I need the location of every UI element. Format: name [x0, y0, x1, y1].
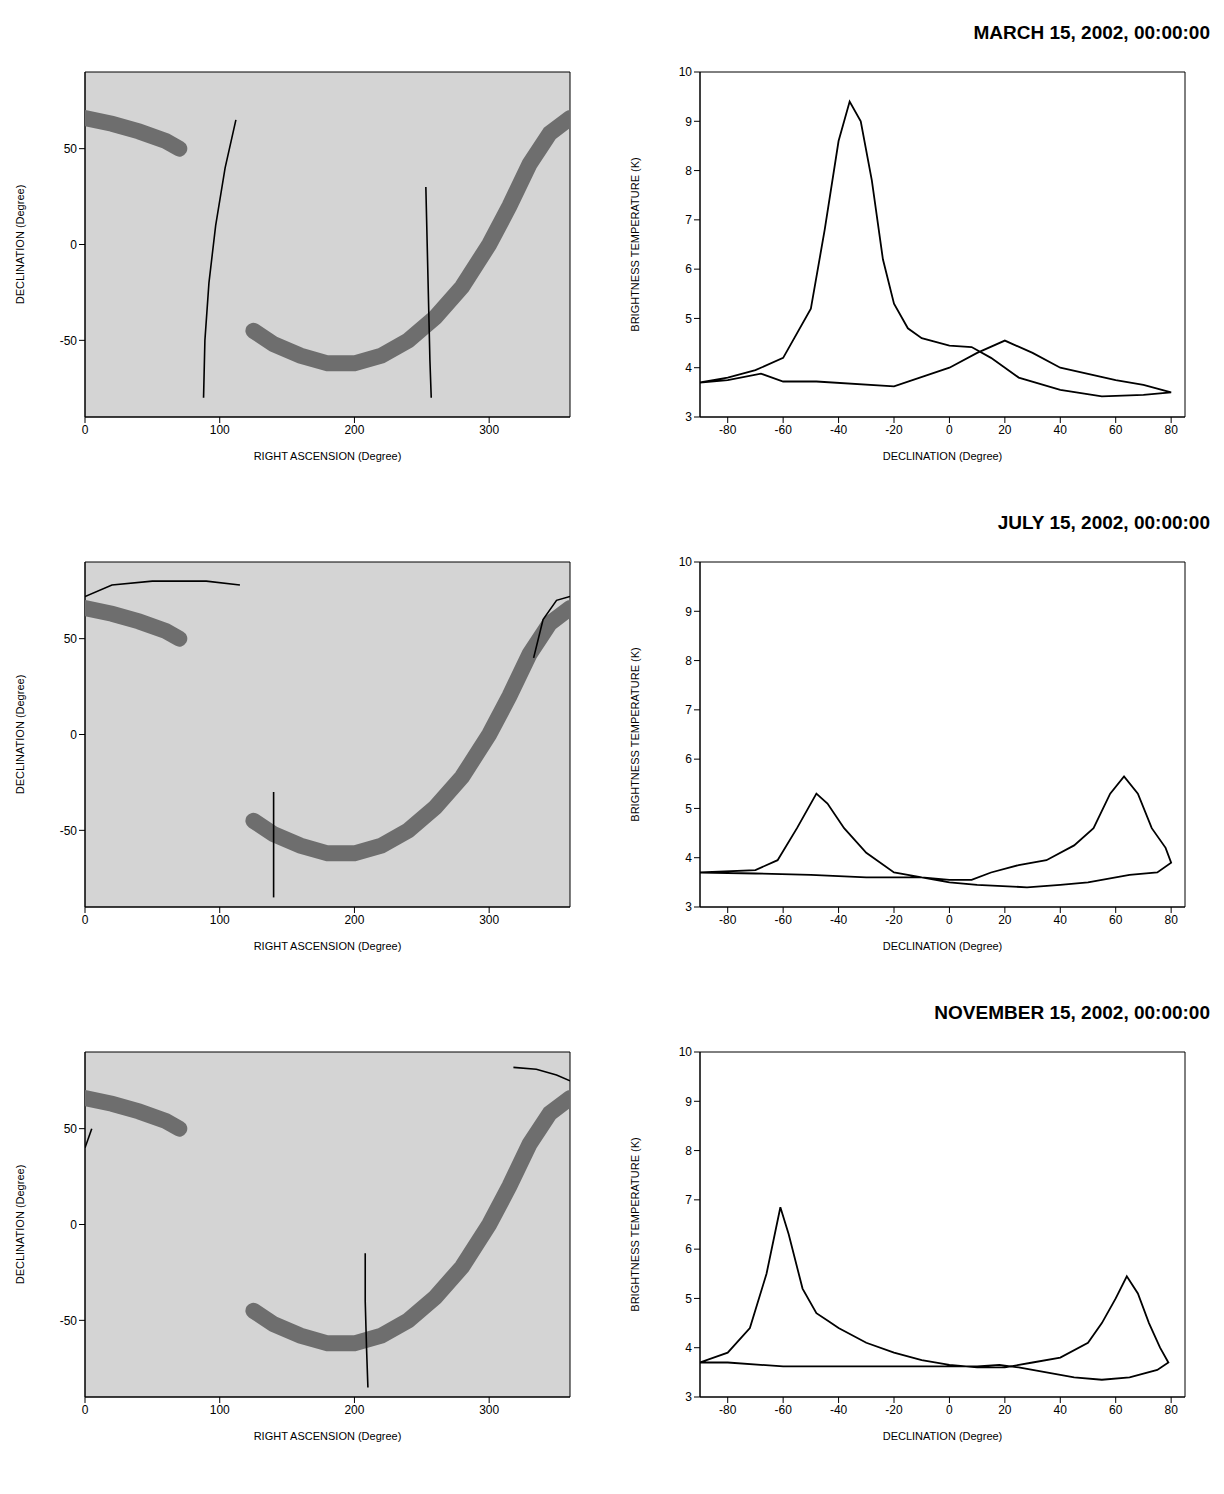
html-text:NOVEMBER 15, 2002, 00:00:00: NOVEMBER 15, 2002, 00:00:00	[934, 1002, 1210, 1023]
html-text:JULY 15, 2002, 00:00:00: JULY 15, 2002, 00:00:00	[997, 512, 1210, 533]
svg-text:-50: -50	[60, 824, 78, 838]
svg-text:6: 6	[685, 1242, 692, 1256]
svg-text:-20: -20	[885, 1403, 903, 1417]
svg-text:9: 9	[685, 605, 692, 619]
svg-text:7: 7	[685, 703, 692, 717]
svg-text:-20: -20	[885, 913, 903, 927]
svg-text:RIGHT ASCENSION (Degree): RIGHT ASCENSION (Degree)	[254, 1430, 402, 1442]
svg-text:7: 7	[685, 1193, 692, 1207]
svg-text:0: 0	[82, 1403, 89, 1417]
svg-text:300: 300	[479, 913, 499, 927]
svg-text:8: 8	[685, 654, 692, 668]
svg-text:DECLINATION (Degree): DECLINATION (Degree)	[883, 1430, 1003, 1442]
svg-text:200: 200	[344, 1403, 364, 1417]
svg-text:6: 6	[685, 262, 692, 276]
svg-text:0: 0	[946, 913, 953, 927]
svg-text:0: 0	[70, 728, 77, 742]
svg-text:0: 0	[70, 1218, 77, 1232]
svg-text:8: 8	[685, 164, 692, 178]
svg-text:20: 20	[998, 423, 1012, 437]
svg-text:DECLINATION (Degree): DECLINATION (Degree)	[14, 675, 26, 795]
svg-text:9: 9	[685, 1095, 692, 1109]
svg-text:100: 100	[210, 913, 230, 927]
svg-text:BRIGHTNESS TEMPERATURE (K): BRIGHTNESS TEMPERATURE (K)	[629, 647, 641, 821]
svg-text:DECLINATION (Degree): DECLINATION (Degree)	[883, 450, 1003, 462]
svg-text:40: 40	[1054, 913, 1068, 927]
svg-text:-80: -80	[719, 913, 737, 927]
svg-text:40: 40	[1054, 1403, 1068, 1417]
svg-text:-80: -80	[719, 1403, 737, 1417]
svg-text:0: 0	[946, 1403, 953, 1417]
svg-text:300: 300	[479, 1403, 499, 1417]
svg-text:60: 60	[1109, 913, 1123, 927]
svg-text:100: 100	[210, 423, 230, 437]
svg-text:-60: -60	[774, 913, 792, 927]
svg-text:50: 50	[64, 142, 78, 156]
svg-text:200: 200	[344, 913, 364, 927]
svg-text:60: 60	[1109, 423, 1123, 437]
svg-text:80: 80	[1164, 913, 1178, 927]
svg-text:-80: -80	[719, 423, 737, 437]
svg-text:10: 10	[679, 1045, 693, 1059]
svg-text:20: 20	[998, 1403, 1012, 1417]
svg-text:0: 0	[70, 238, 77, 252]
svg-text:10: 10	[679, 65, 693, 79]
svg-text:100: 100	[210, 1403, 230, 1417]
svg-text:50: 50	[64, 632, 78, 646]
svg-text:3: 3	[685, 1390, 692, 1404]
svg-text:BRIGHTNESS TEMPERATURE (K): BRIGHTNESS TEMPERATURE (K)	[629, 1137, 641, 1311]
svg-text:6: 6	[685, 752, 692, 766]
svg-text:0: 0	[946, 423, 953, 437]
svg-text:80: 80	[1164, 1403, 1178, 1417]
svg-text:3: 3	[685, 410, 692, 424]
svg-text:DECLINATION (Degree): DECLINATION (Degree)	[14, 1165, 26, 1285]
svg-text:3: 3	[685, 900, 692, 914]
svg-text:300: 300	[479, 423, 499, 437]
svg-text:-40: -40	[830, 423, 848, 437]
svg-text:0: 0	[82, 423, 89, 437]
svg-text:40: 40	[1054, 423, 1068, 437]
svg-text:50: 50	[64, 1122, 78, 1136]
svg-text:4: 4	[685, 361, 692, 375]
svg-text:200: 200	[344, 423, 364, 437]
svg-text:-50: -50	[60, 1314, 78, 1328]
svg-text:10: 10	[679, 555, 693, 569]
svg-text:RIGHT ASCENSION (Degree): RIGHT ASCENSION (Degree)	[254, 450, 402, 462]
svg-text:-60: -60	[774, 1403, 792, 1417]
svg-text:20: 20	[998, 913, 1012, 927]
svg-text:DECLINATION (Degree): DECLINATION (Degree)	[14, 185, 26, 305]
svg-text:RIGHT ASCENSION (Degree): RIGHT ASCENSION (Degree)	[254, 940, 402, 952]
svg-text:80: 80	[1164, 423, 1178, 437]
svg-text:8: 8	[685, 1144, 692, 1158]
svg-text:-60: -60	[774, 423, 792, 437]
svg-text:7: 7	[685, 213, 692, 227]
svg-text:9: 9	[685, 115, 692, 129]
svg-text:4: 4	[685, 1341, 692, 1355]
svg-text:DECLINATION (Degree): DECLINATION (Degree)	[883, 940, 1003, 952]
svg-text:-40: -40	[830, 913, 848, 927]
svg-text:5: 5	[685, 1292, 692, 1306]
svg-text:-40: -40	[830, 1403, 848, 1417]
svg-text:60: 60	[1109, 1403, 1123, 1417]
svg-text:5: 5	[685, 802, 692, 816]
svg-text:-50: -50	[60, 334, 78, 348]
svg-text:-20: -20	[885, 423, 903, 437]
svg-text:0: 0	[82, 913, 89, 927]
svg-text:5: 5	[685, 312, 692, 326]
svg-text:BRIGHTNESS TEMPERATURE (K): BRIGHTNESS TEMPERATURE (K)	[629, 157, 641, 331]
html-text:MARCH 15, 2002, 00:00:00: MARCH 15, 2002, 00:00:00	[973, 22, 1210, 43]
svg-text:4: 4	[685, 851, 692, 865]
